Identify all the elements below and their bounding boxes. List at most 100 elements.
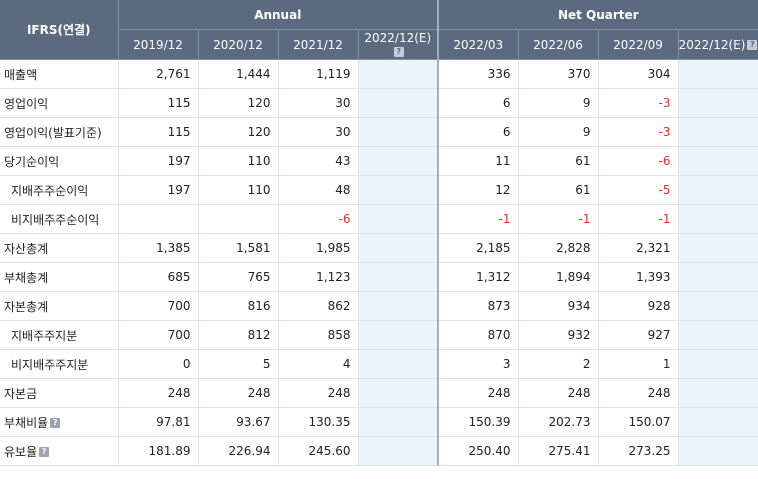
table-row: 당기순이익 197 110 43 11 61 -6 xyxy=(0,146,758,176)
row-label: 비지배주주지분 xyxy=(0,349,119,379)
table-cell: 115 xyxy=(118,88,199,118)
table-cell: 934 xyxy=(518,291,599,321)
table-cell: 248 xyxy=(118,378,199,408)
table-cell xyxy=(358,407,440,437)
question-icon[interactable]: ? xyxy=(393,47,404,57)
question-icon[interactable]: ? xyxy=(50,418,61,428)
table-cell: 1,123 xyxy=(278,262,359,292)
table-cell: 12 xyxy=(438,175,519,205)
table-cell: 816 xyxy=(198,291,279,321)
table-cell xyxy=(198,204,279,234)
table-cell: 700 xyxy=(118,291,199,321)
table-cell: 150.07 xyxy=(598,407,679,437)
table-cell: 93.67 xyxy=(198,407,279,437)
table-cell xyxy=(678,117,758,147)
table-cell: 248 xyxy=(598,378,679,408)
table-cell: 812 xyxy=(198,320,279,350)
header-annual: Annual xyxy=(118,0,440,30)
table-cell xyxy=(358,59,440,89)
table-cell: 1,119 xyxy=(278,59,359,89)
table-cell: 110 xyxy=(198,175,279,205)
table-cell: -1 xyxy=(518,204,599,234)
table-cell: 2,321 xyxy=(598,233,679,263)
table-cell: 3 xyxy=(438,349,519,379)
col-header-estimate: 2022/12(E)? xyxy=(358,29,440,60)
table-cell: 30 xyxy=(278,88,359,118)
row-label: 유보율? xyxy=(0,436,119,466)
table-cell: 150.39 xyxy=(438,407,519,437)
table-cell: -6 xyxy=(278,204,359,234)
table-row: 매출액 2,761 1,444 1,119 336 370 304 xyxy=(0,59,758,89)
header-corner: IFRS(연결) xyxy=(0,0,119,60)
table-cell: 2 xyxy=(518,349,599,379)
table-row: 자본총계 700 816 862 873 934 928 xyxy=(0,291,758,321)
table-cell xyxy=(678,175,758,205)
row-label: 지배주주지분 xyxy=(0,320,119,350)
table-cell: 1,444 xyxy=(198,59,279,89)
table-cell: 250.40 xyxy=(438,436,519,466)
table-cell xyxy=(678,59,758,89)
table-cell xyxy=(678,262,758,292)
table-cell xyxy=(358,291,440,321)
table-row: 부채총계 685 765 1,123 1,312 1,894 1,393 xyxy=(0,262,758,292)
col-header: 2019/12 xyxy=(118,29,199,60)
table-cell: 273.25 xyxy=(598,436,679,466)
table-cell xyxy=(678,146,758,176)
table-cell: 61 xyxy=(518,175,599,205)
row-label: 매출액 xyxy=(0,59,119,89)
row-label: 자본금 xyxy=(0,378,119,408)
row-label: 자산총계 xyxy=(0,233,119,263)
table-cell: 120 xyxy=(198,88,279,118)
table-cell xyxy=(678,320,758,350)
financial-table: IFRS(연결) Annual Net Quarter 2019/12 2020… xyxy=(0,0,758,466)
table-cell: 248 xyxy=(518,378,599,408)
table-cell: -1 xyxy=(438,204,519,234)
col-header: 2020/12 xyxy=(198,29,279,60)
table-cell: 6 xyxy=(438,117,519,147)
table-cell: 248 xyxy=(438,378,519,408)
row-label: 영업이익 xyxy=(0,88,119,118)
table-cell: 202.73 xyxy=(518,407,599,437)
table-cell: 1,385 xyxy=(118,233,199,263)
question-icon[interactable]: ? xyxy=(747,40,758,50)
table-cell: 130.35 xyxy=(278,407,359,437)
table-cell: 115 xyxy=(118,117,199,147)
table-row: 영업이익(발표기준) 115 120 30 6 9 -3 xyxy=(0,117,758,147)
col-header: 2022/03 xyxy=(438,29,519,60)
table-cell: 11 xyxy=(438,146,519,176)
row-label: 지배주주순이익 xyxy=(0,175,119,205)
table-cell: 120 xyxy=(198,117,279,147)
table-cell: 43 xyxy=(278,146,359,176)
row-label: 비지배주주순이익 xyxy=(0,204,119,234)
table-cell: -3 xyxy=(598,88,679,118)
table-cell: 48 xyxy=(278,175,359,205)
table-cell: 1 xyxy=(598,349,679,379)
table-row: 지배주주순이익 197 110 48 12 61 -5 xyxy=(0,175,758,205)
table-cell: 1,393 xyxy=(598,262,679,292)
table-cell xyxy=(358,378,440,408)
table-cell: 927 xyxy=(598,320,679,350)
table-cell: 1,581 xyxy=(198,233,279,263)
table-cell: 197 xyxy=(118,175,199,205)
table-cell: 1,312 xyxy=(438,262,519,292)
table-cell xyxy=(358,436,440,466)
table-cell: 928 xyxy=(598,291,679,321)
col-header: 2022/09 xyxy=(598,29,679,60)
table-cell: 6 xyxy=(438,88,519,118)
table-cell: -1 xyxy=(598,204,679,234)
table-cell: 870 xyxy=(438,320,519,350)
table-cell: 2,761 xyxy=(118,59,199,89)
table-cell xyxy=(358,233,440,263)
table-cell: -3 xyxy=(598,117,679,147)
table-cell xyxy=(358,88,440,118)
table-cell: 700 xyxy=(118,320,199,350)
table-cell: 226.94 xyxy=(198,436,279,466)
table-cell xyxy=(678,204,758,234)
table-cell xyxy=(678,291,758,321)
table-row: 자본금 248 248 248 248 248 248 xyxy=(0,378,758,408)
table-cell: 110 xyxy=(198,146,279,176)
table-cell xyxy=(678,378,758,408)
table-cell: 181.89 xyxy=(118,436,199,466)
table-cell: 685 xyxy=(118,262,199,292)
question-icon[interactable]: ? xyxy=(39,447,50,457)
